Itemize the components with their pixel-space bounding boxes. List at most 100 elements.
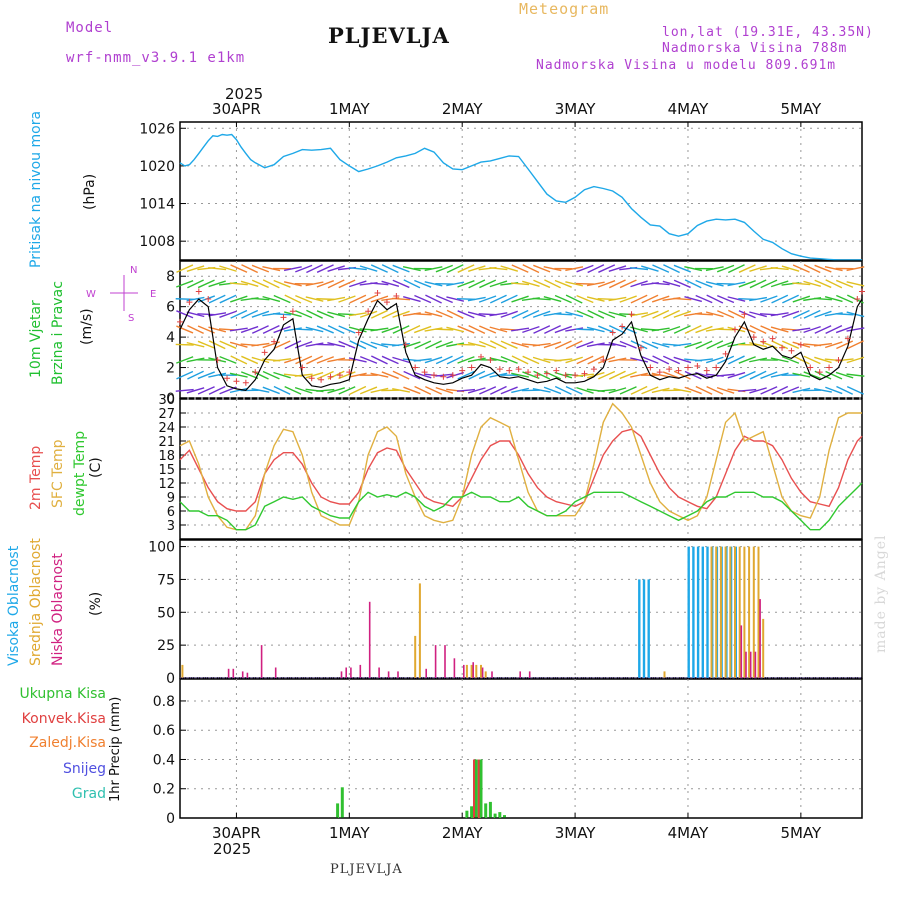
- wind-arrow: [511, 387, 529, 394]
- wind-arrow: [760, 386, 778, 395]
- bar-clouds-1: [414, 635, 417, 678]
- ytick-label-pressure: 1020: [139, 159, 175, 175]
- wind-arrow: [230, 355, 248, 365]
- wind-arrow: [251, 279, 269, 289]
- wind-gust-marker: [675, 367, 682, 374]
- ytick-label-clouds: 0: [166, 671, 175, 687]
- wind-arrow: [749, 311, 767, 318]
- wind-arrow: [565, 294, 583, 304]
- wind-arrow: [413, 371, 432, 379]
- wind-gust-marker: [807, 364, 814, 371]
- bar-clouds-2: [434, 645, 437, 678]
- wind-arrow: [565, 340, 583, 350]
- wind-arrow: [630, 372, 649, 378]
- wind-arrow: [348, 357, 367, 363]
- wind-arrow: [489, 294, 507, 304]
- wind-arrow: [597, 356, 616, 364]
- ytick-label-temperature: 3: [167, 519, 175, 534]
- wind-arrow: [392, 342, 411, 347]
- wind-arrow: [694, 313, 713, 316]
- wind-arrow: [522, 280, 540, 288]
- wind-arrow: [835, 313, 854, 316]
- wind-arrow: [554, 294, 572, 304]
- wind-arrow: [446, 281, 465, 287]
- wind-arrow: [565, 266, 584, 272]
- wind-arrow: [813, 388, 832, 393]
- wind-arrow: [565, 356, 583, 364]
- wind-arrow: [424, 266, 443, 272]
- footer-station: PLJEVLJA: [330, 862, 403, 877]
- wind-arrow: [186, 311, 205, 318]
- wind-arrow: [425, 386, 442, 395]
- wind-arrow: [273, 385, 291, 395]
- wind-arrow: [511, 309, 529, 319]
- wind-arrow: [770, 312, 789, 317]
- wind-gust-marker: [440, 373, 447, 380]
- wind-arrow: [576, 386, 594, 394]
- bar-clouds-2: [519, 671, 521, 678]
- wind-arrow: [522, 309, 540, 319]
- wind-arrow: [338, 340, 356, 349]
- bar-clouds-2: [453, 658, 456, 678]
- wind-gust-marker: [412, 364, 419, 371]
- ytick-label-pressure: 1008: [139, 234, 175, 250]
- wind-arrow: [359, 310, 378, 318]
- wind-arrow: [457, 264, 475, 273]
- bar-precip-0: [470, 806, 474, 818]
- wind-arrow: [662, 325, 681, 334]
- model-name: wrf-nmm_v3.9.1 e1km: [66, 50, 246, 66]
- bar-precip-0: [503, 815, 506, 818]
- wind-arrow: [749, 341, 767, 348]
- wind-arrow: [359, 355, 378, 364]
- series-line-temperature-2: [179, 482, 863, 531]
- wind-arrow: [619, 279, 637, 289]
- bar-clouds-0: [647, 579, 650, 678]
- bar-clouds-1: [748, 546, 751, 678]
- top-date-label: 3MAY: [555, 100, 597, 118]
- wind-gust-marker: [703, 367, 710, 374]
- wind-arrow: [316, 280, 335, 288]
- wind-arrow: [836, 340, 854, 350]
- wind-arrow: [371, 355, 388, 365]
- wind-arrow: [403, 325, 421, 334]
- compass-s: S: [128, 313, 134, 324]
- wind-arrow: [457, 370, 475, 380]
- wind-arrow: [349, 294, 367, 304]
- wind-gust-marker: [515, 366, 522, 373]
- wind-arrow: [435, 264, 453, 273]
- wind-gust-marker: [581, 370, 588, 377]
- wind-gust-marker: [750, 334, 757, 341]
- ytick-label-wind: 4: [166, 330, 175, 346]
- bar-precip-0: [484, 803, 488, 818]
- wind-arrow: [370, 309, 388, 319]
- wind-arrow: [803, 371, 821, 380]
- wind-arrow: [370, 387, 389, 394]
- bar-precip-0: [474, 759, 478, 818]
- wind-arrow: [651, 372, 670, 378]
- bar-precip-0: [498, 812, 502, 818]
- wind-arrow: [456, 388, 475, 392]
- wind-gust-marker: [694, 363, 701, 370]
- wind-arrow: [673, 264, 691, 273]
- wind-arrow: [846, 266, 865, 272]
- wind-arrow: [511, 264, 529, 273]
- bar-clouds-0: [642, 579, 646, 678]
- wind-arrow: [240, 325, 259, 334]
- bar-clouds-2: [425, 668, 427, 678]
- series-line-pressure-0: [179, 133, 862, 261]
- wind-gust-marker: [769, 335, 776, 342]
- wind-arrow: [414, 340, 432, 350]
- wind-gust-marker: [553, 367, 560, 374]
- wind-arrow: [327, 265, 345, 272]
- wind-arrow: [554, 325, 573, 334]
- wind-arrow: [273, 294, 291, 304]
- ytick-label-temperature: 9: [167, 491, 175, 506]
- ytick-label-clouds: 75: [157, 572, 175, 588]
- wind-arrow: [694, 358, 713, 362]
- wind-arrow: [479, 340, 497, 349]
- wind-arrow: [489, 267, 508, 271]
- wind-arrow: [760, 295, 778, 303]
- bar-clouds-1: [757, 546, 760, 678]
- wind-arrow: [262, 279, 280, 289]
- wind-arrow: [251, 264, 270, 273]
